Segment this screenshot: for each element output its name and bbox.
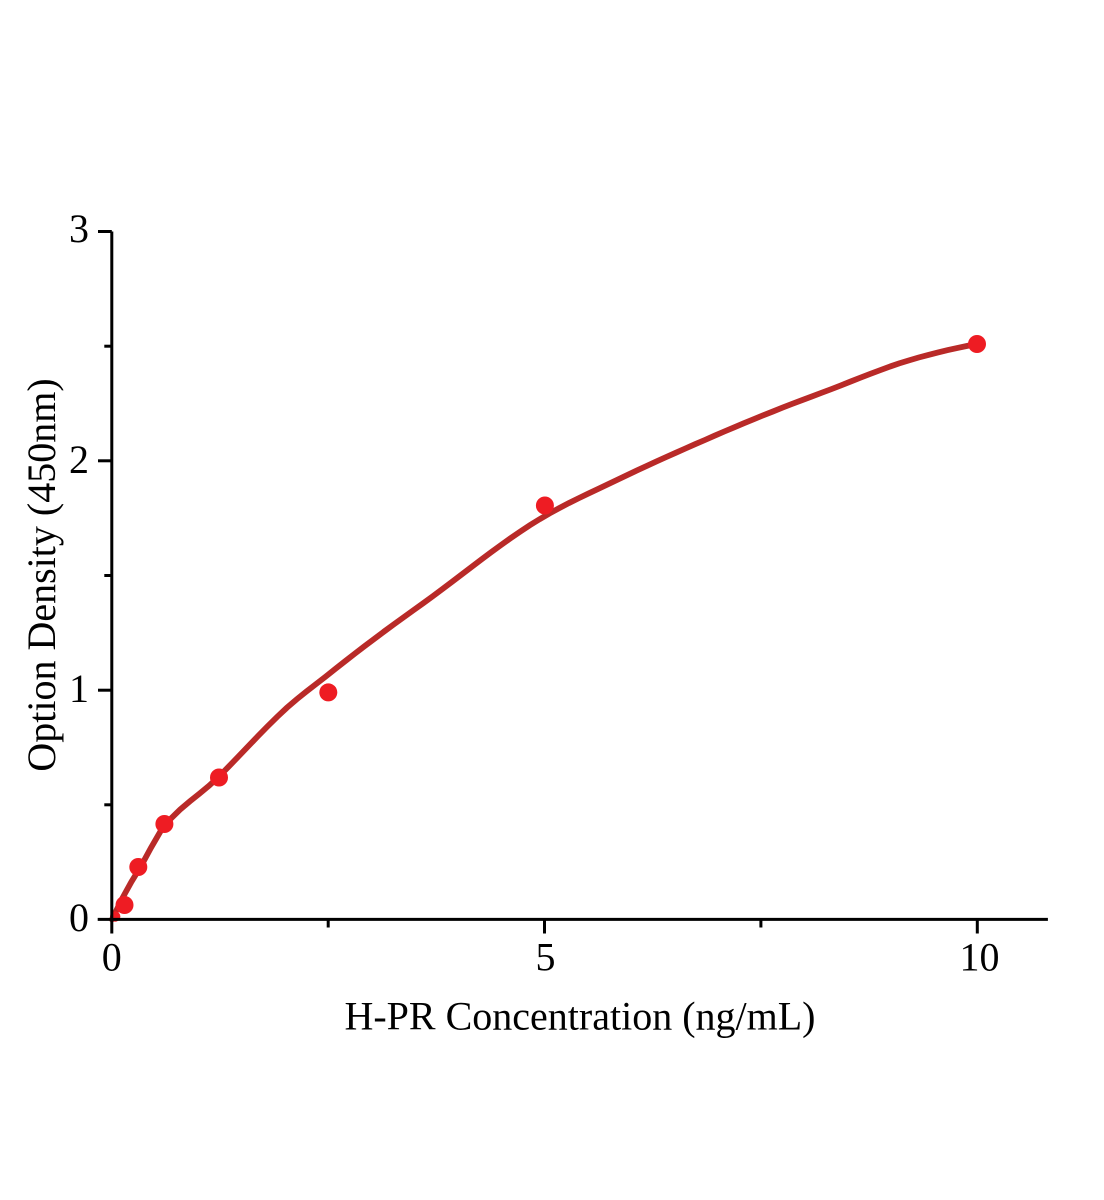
svg-text:10: 10 [960, 935, 1000, 980]
svg-text:0: 0 [102, 935, 122, 980]
svg-text:3: 3 [69, 206, 89, 251]
svg-text:5: 5 [536, 935, 556, 980]
svg-text:0: 0 [69, 895, 89, 940]
svg-text:H-PR Concentration (ng/mL): H-PR Concentration (ng/mL) [344, 994, 815, 1039]
svg-text:Option Density (450nm): Option Density (450nm) [19, 378, 64, 771]
svg-text:2: 2 [69, 437, 89, 482]
svg-text:1: 1 [69, 666, 89, 711]
